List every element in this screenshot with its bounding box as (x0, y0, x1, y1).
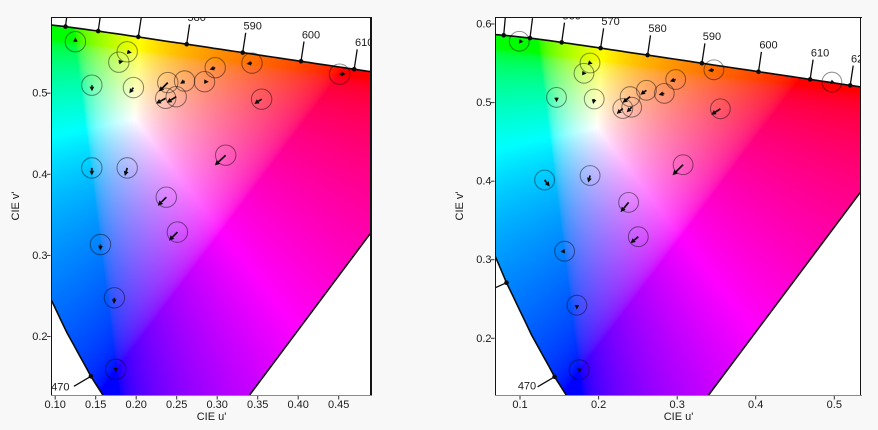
svg-text:580: 580 (648, 23, 666, 35)
svg-text:CIE v': CIE v' (10, 192, 22, 221)
svg-text:0.3: 0.3 (476, 254, 491, 266)
svg-text:0.5: 0.5 (476, 97, 491, 109)
svg-text:0.4: 0.4 (32, 169, 47, 181)
svg-text:CIE u': CIE u' (664, 411, 694, 423)
svg-text:580: 580 (188, 17, 206, 24)
svg-text:0.5: 0.5 (32, 88, 47, 100)
svg-text:600: 600 (759, 40, 777, 52)
svg-text:CIE u': CIE u' (197, 411, 227, 423)
svg-text:0.40: 0.40 (287, 399, 308, 411)
svg-text:0.20: 0.20 (125, 399, 146, 411)
svg-text:0.3: 0.3 (670, 399, 685, 411)
svg-text:570: 570 (601, 17, 619, 28)
svg-text:620: 620 (851, 53, 861, 65)
svg-text:0.35: 0.35 (247, 399, 268, 411)
svg-text:0.3: 0.3 (32, 250, 47, 262)
svg-text:0.15: 0.15 (85, 399, 106, 411)
svg-text:590: 590 (703, 31, 721, 43)
svg-text:CIE v': CIE v' (454, 192, 466, 221)
svg-text:0.2: 0.2 (32, 331, 47, 343)
svg-text:590: 590 (244, 21, 262, 33)
svg-text:600: 600 (302, 29, 320, 41)
svg-text:0.25: 0.25 (166, 399, 187, 411)
svg-text:470: 470 (52, 382, 69, 394)
svg-text:610: 610 (811, 47, 829, 59)
svg-text:0.4: 0.4 (748, 399, 763, 411)
svg-text:0.2: 0.2 (591, 399, 606, 411)
svg-text:0.2: 0.2 (476, 333, 491, 345)
svg-text:610: 610 (355, 37, 371, 49)
svg-text:560: 560 (563, 17, 581, 22)
svg-text:0.4: 0.4 (476, 176, 491, 188)
svg-text:0.6: 0.6 (476, 19, 491, 31)
svg-text:470: 470 (518, 381, 536, 393)
svg-text:0.1: 0.1 (512, 399, 527, 411)
svg-text:0.5: 0.5 (827, 399, 842, 411)
svg-text:0.30: 0.30 (206, 399, 227, 411)
svg-text:0.45: 0.45 (328, 399, 349, 411)
svg-text:0.10: 0.10 (44, 399, 65, 411)
